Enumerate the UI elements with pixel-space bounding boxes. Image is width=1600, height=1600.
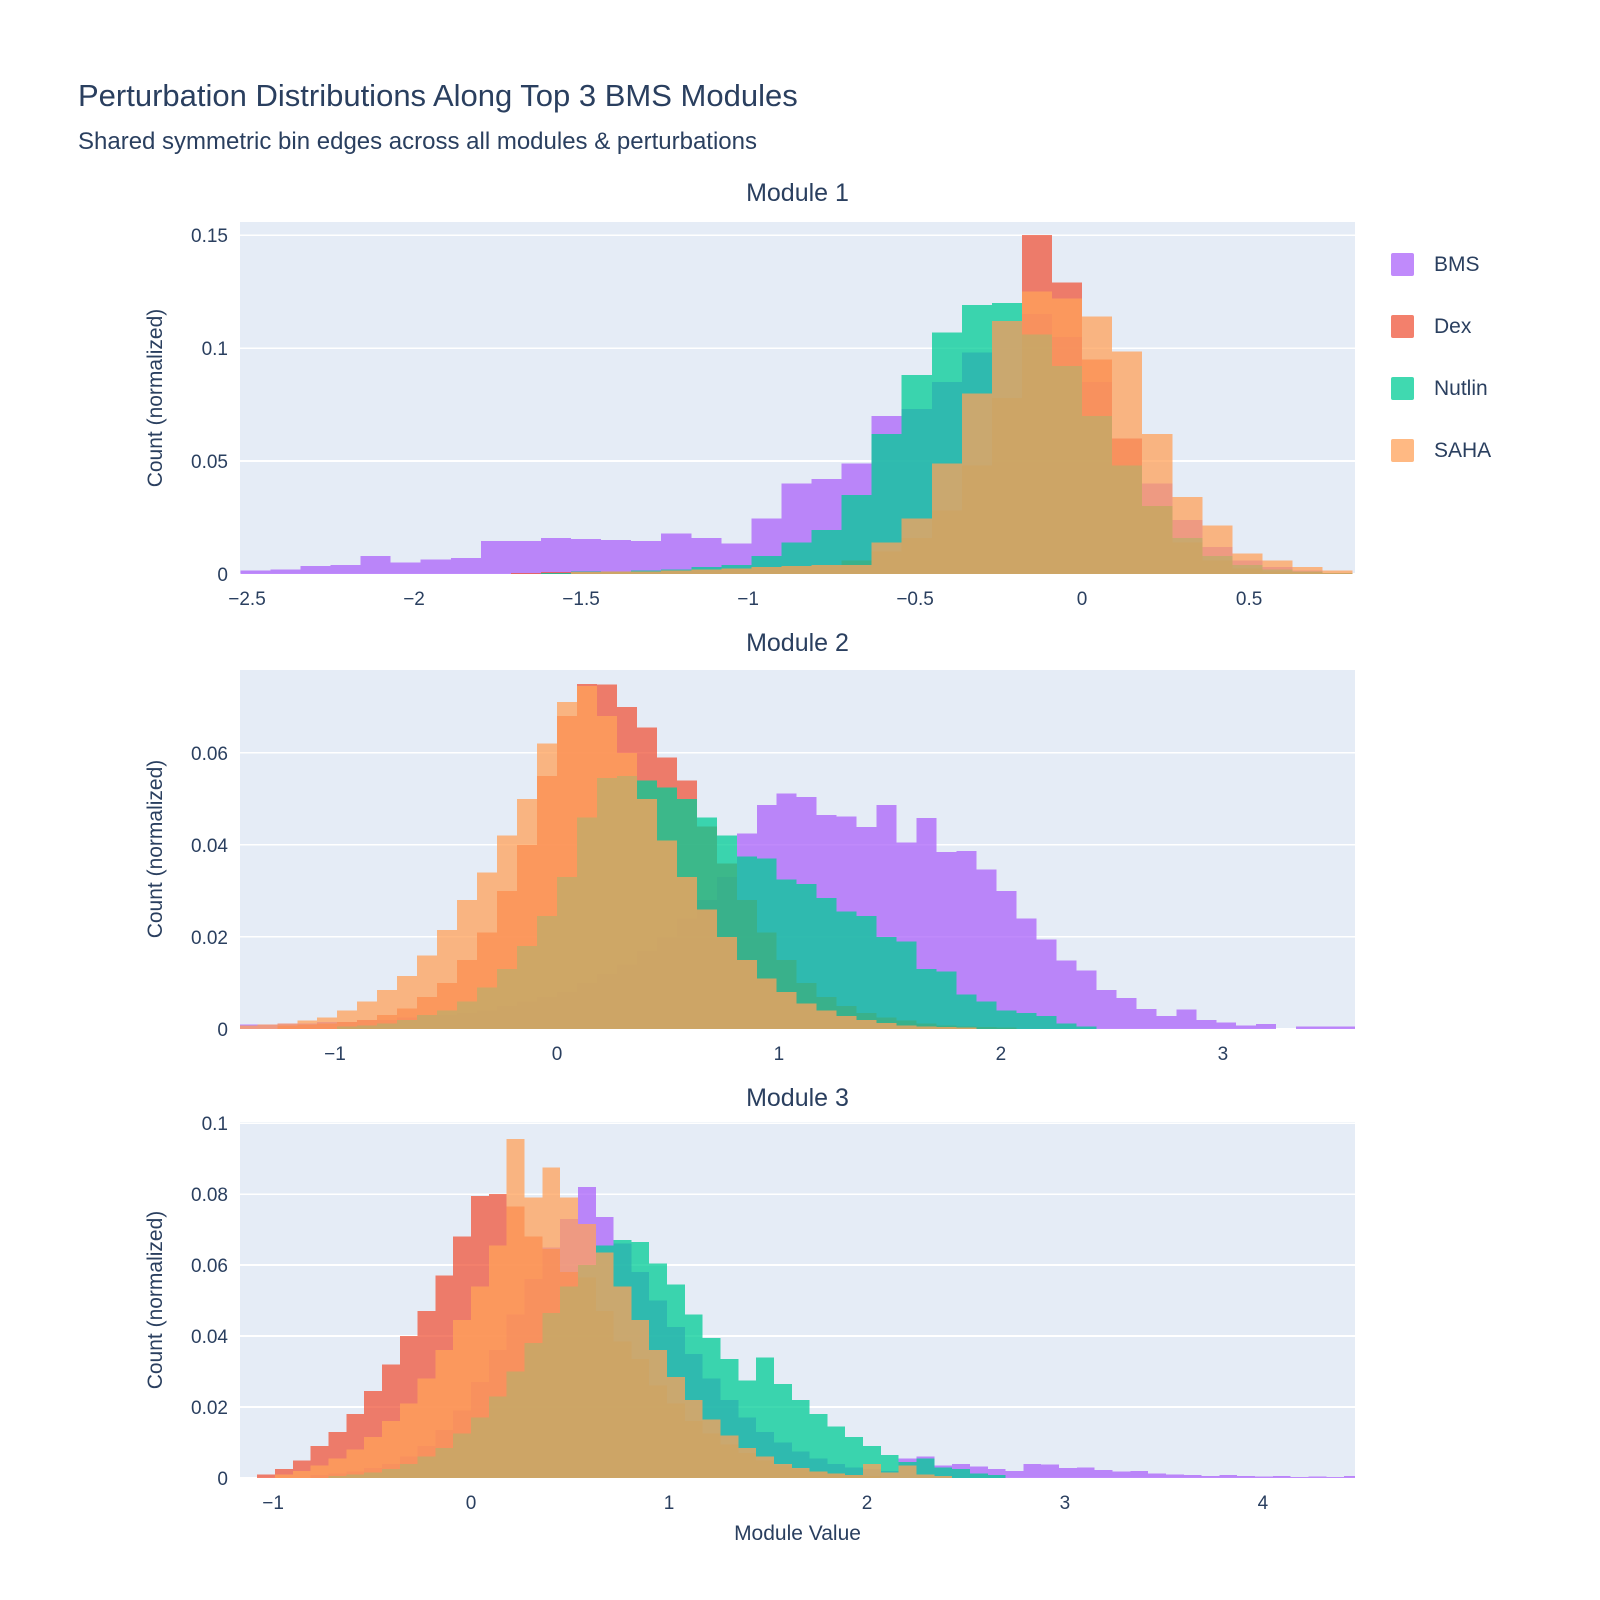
y-tick-label: 0.08 <box>191 1185 228 1206</box>
chart-subtitle: Shared symmetric bin edges across all mo… <box>78 128 757 155</box>
x-tick-label: −1.5 <box>562 589 600 610</box>
y-tick-label: 0.1 <box>202 339 228 360</box>
y-tick-label: 0.04 <box>191 1327 228 1348</box>
legend-label: Nutlin <box>1434 377 1488 400</box>
x-tick-label: 3 <box>1218 1044 1229 1065</box>
legend-item-nutlin[interactable]: Nutlin <box>1391 377 1491 400</box>
module-2-title: Module 2 <box>746 629 849 657</box>
x-tick-label: −1 <box>737 589 759 610</box>
x-tick-label: 0.5 <box>1236 589 1262 610</box>
x-tick-label: 0 <box>1077 589 1088 610</box>
x-tick-label: −1 <box>324 1044 346 1065</box>
x-tick-label: 4 <box>1258 1493 1269 1514</box>
y-tick-label: 0.02 <box>191 928 228 949</box>
legend-item-bms[interactable]: BMS <box>1391 253 1491 276</box>
chart-title: Perturbation Distributions Along Top 3 B… <box>78 78 798 113</box>
x-tick-label: 2 <box>862 1493 873 1514</box>
legend-item-saha[interactable]: SAHA <box>1391 439 1491 462</box>
y-tick-label: 0 <box>217 1469 228 1490</box>
y-tick-label: 0 <box>217 565 228 586</box>
legend-label: BMS <box>1434 253 1480 276</box>
module-3-saha-bars <box>275 1139 953 1478</box>
module-1-saha-bars <box>571 291 1353 574</box>
legend-label: Dex <box>1434 315 1472 338</box>
module-1-title: Module 1 <box>746 179 849 207</box>
x-tick-label: 1 <box>664 1493 675 1514</box>
module-1-plot-area[interactable]: −2.5 −2 −1.5 −1 −0.5 0 0.5 0 0.05 0.1 0.15 <box>191 222 1355 610</box>
y-tick-label: 0.06 <box>191 1256 228 1277</box>
y-tick-label: 0 <box>217 1020 228 1041</box>
y-tick-label: 0.05 <box>191 452 228 473</box>
x-tick-label: −2.5 <box>228 589 266 610</box>
y-tick-label: 0.1 <box>202 1114 228 1135</box>
y-tick-label: 0.04 <box>191 836 228 857</box>
saha-swatch-icon <box>1391 439 1414 462</box>
x-tick-label: −2 <box>403 589 425 610</box>
legend-item-dex[interactable]: Dex <box>1391 315 1491 338</box>
nutlin-swatch-icon <box>1391 377 1414 400</box>
module-2-plot-area[interactable]: −1 0 1 2 3 0 0.02 0.04 0.06 <box>191 670 1356 1065</box>
x-tick-label: −1 <box>262 1493 284 1514</box>
y-tick-label: 0.15 <box>191 226 228 247</box>
x-tick-label: 3 <box>1060 1493 1071 1514</box>
y-tick-label: 0.06 <box>191 744 228 765</box>
x-tick-label: 0 <box>552 1044 563 1065</box>
dex-swatch-icon <box>1391 315 1414 338</box>
module-3-title: Module 3 <box>746 1084 849 1112</box>
x-tick-label: 2 <box>996 1044 1007 1065</box>
x-axis-title: Module Value <box>734 1522 861 1545</box>
legend-label: SAHA <box>1434 439 1492 462</box>
bms-swatch-icon <box>1391 253 1414 276</box>
y-tick-label: 0.02 <box>191 1398 228 1419</box>
module-2-saha-bars <box>240 686 977 1029</box>
x-tick-label: 0 <box>466 1493 477 1514</box>
module-3-plot-area[interactable]: −1 0 1 2 3 4 0 0.02 0.04 0.06 0.08 0.1 <box>191 1114 1362 1514</box>
legend: BMS Dex Nutlin SAHA <box>1391 253 1491 501</box>
x-tick-label: 1 <box>774 1044 785 1065</box>
x-tick-label: −0.5 <box>896 589 934 610</box>
